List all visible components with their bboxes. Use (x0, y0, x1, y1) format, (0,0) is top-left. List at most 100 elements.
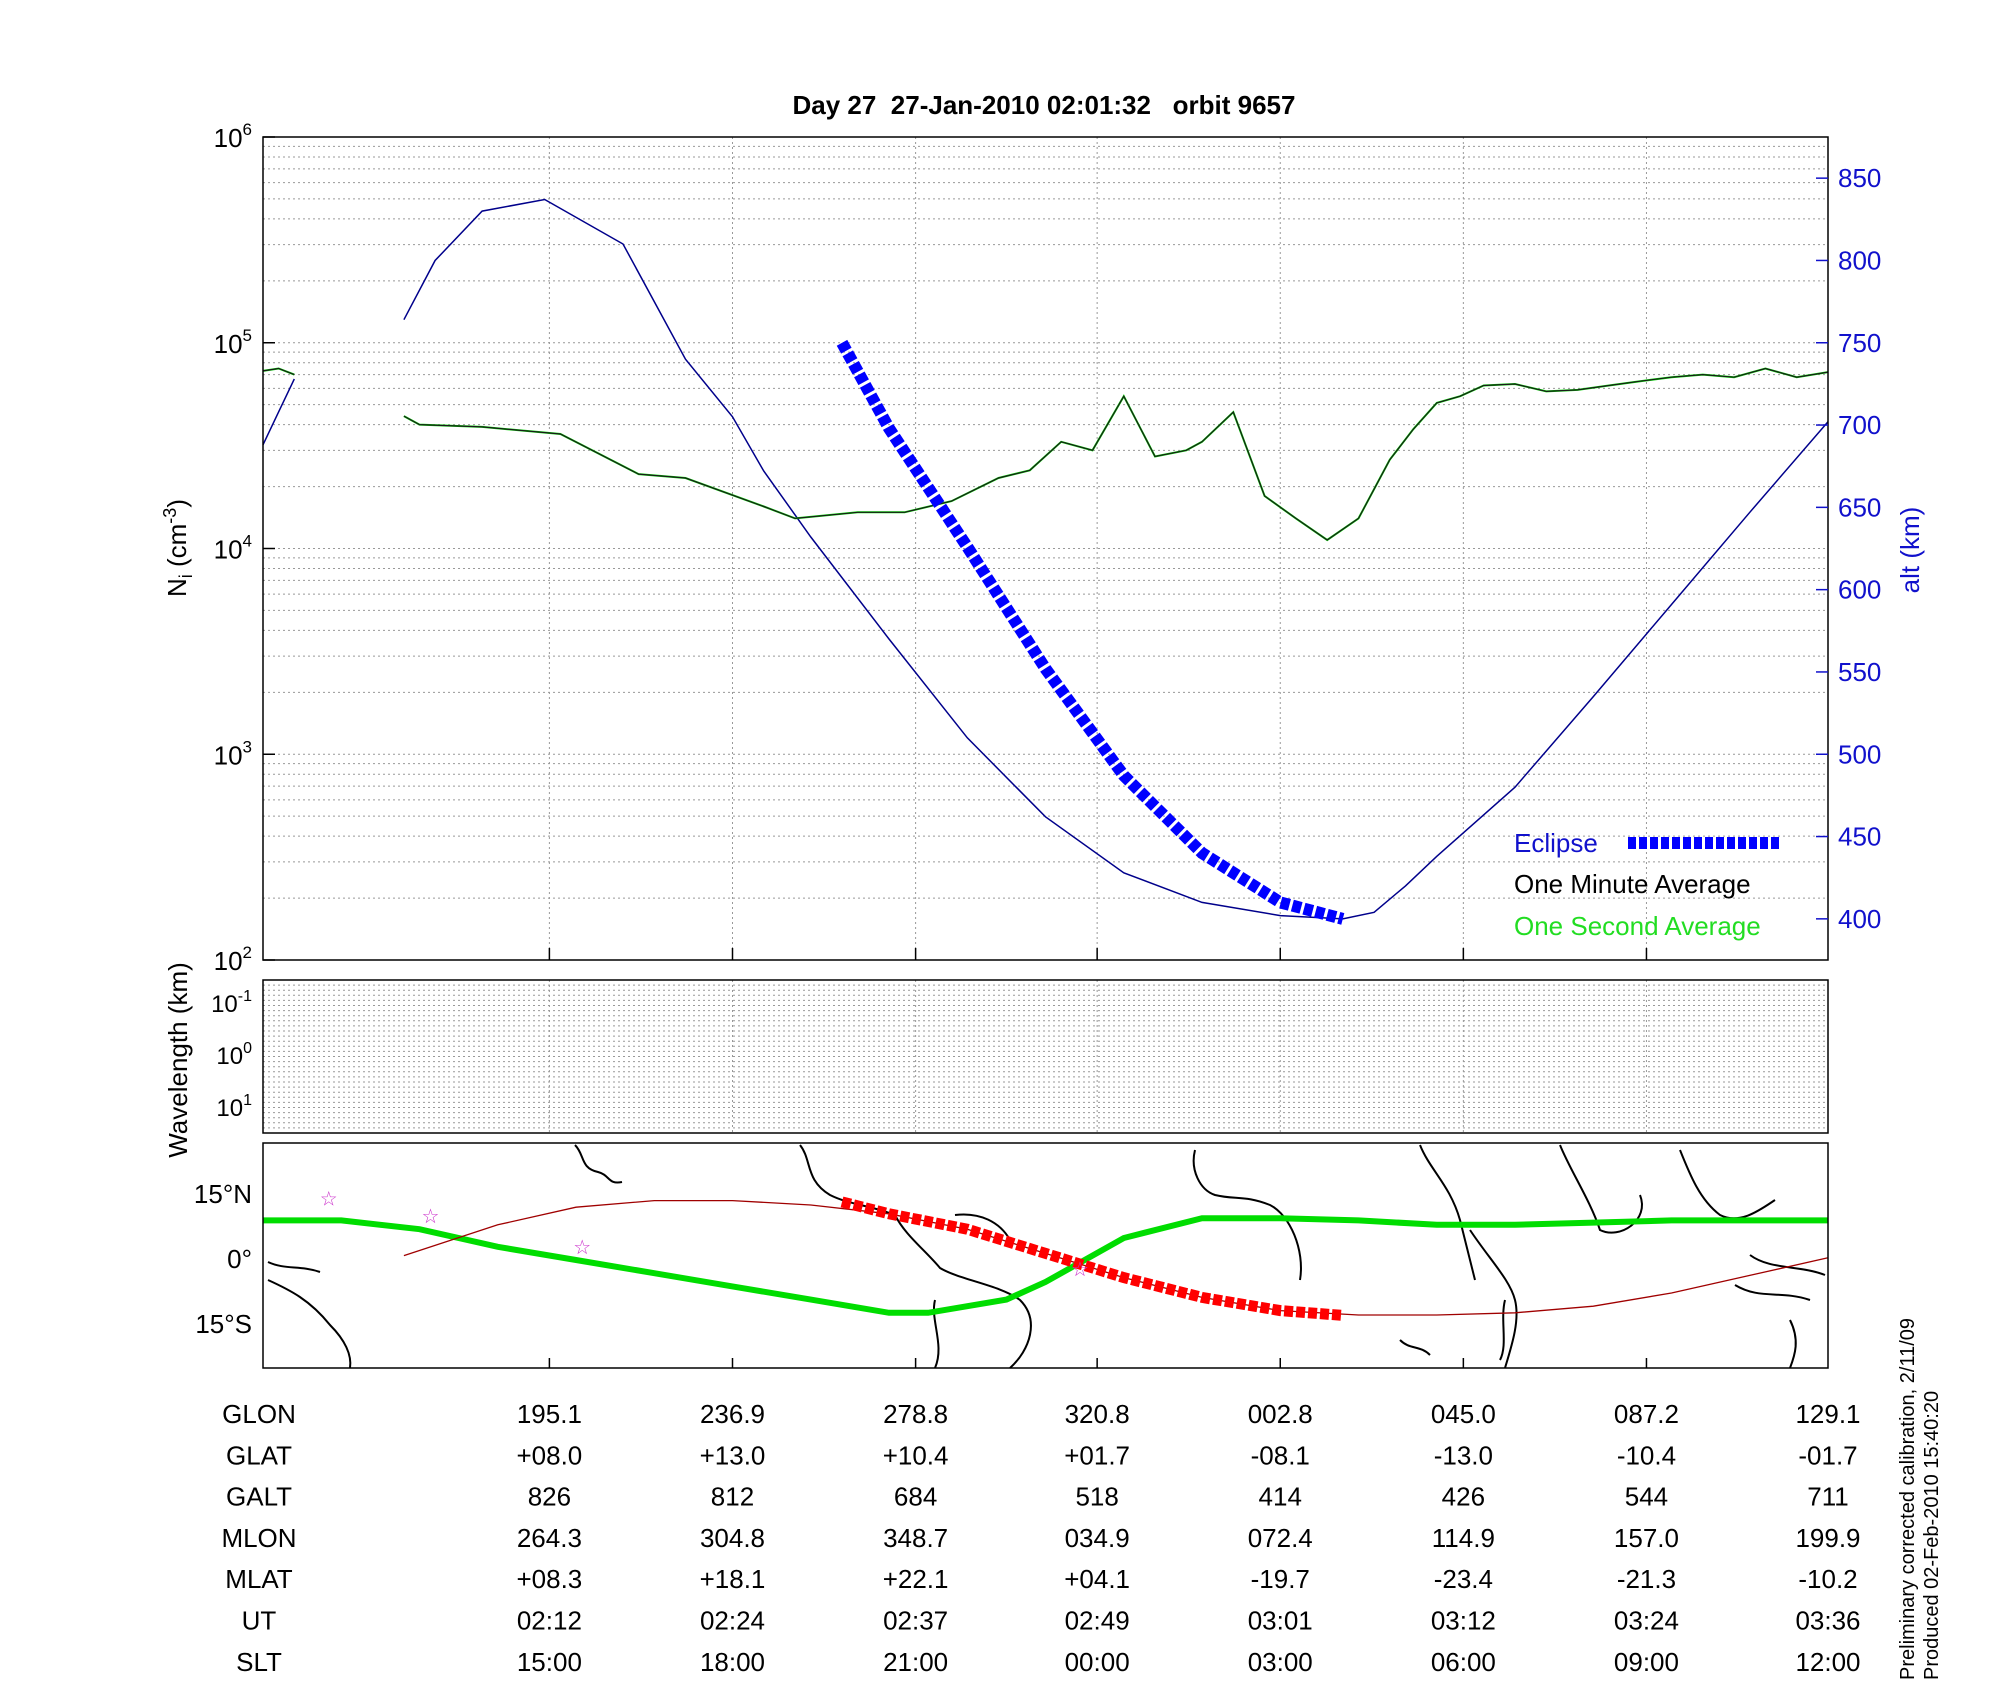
star-marker: ☆ (573, 1237, 591, 1259)
y2-tick-label: 400 (1838, 904, 1881, 934)
table-cell: +04.1 (1064, 1564, 1130, 1594)
y2-tick-label: 700 (1838, 410, 1881, 440)
table-cell: -01.7 (1798, 1440, 1857, 1470)
coastline-map (267, 1144, 1826, 1369)
table-cell: 304.8 (700, 1523, 765, 1553)
satellite-track-line (403, 1199, 1829, 1316)
table-cell: 00:00 (1065, 1647, 1130, 1677)
table-cell: +22.1 (883, 1564, 949, 1594)
table-cell: 02:24 (700, 1606, 765, 1636)
table-cell: 09:00 (1614, 1647, 1679, 1677)
table-cell: -13.0 (1434, 1440, 1493, 1470)
satellite-eclipse-line (840, 1196, 1344, 1321)
table-row-label: UT (242, 1606, 277, 1636)
legend-eclipse: Eclipse (1514, 828, 1598, 858)
table-cell: -08.1 (1251, 1440, 1310, 1470)
table-cell: 544 (1625, 1482, 1668, 1512)
table-cell: 06:00 (1431, 1647, 1496, 1677)
table-cell: 426 (1442, 1482, 1485, 1512)
density-y-label: Ni (cm-3) (160, 499, 196, 597)
produced-note: Produced 02-Feb-2010 15:40:20 (1921, 1391, 1943, 1680)
y-tick-label: 105 (214, 326, 252, 359)
y-tick-label: 106 (214, 120, 252, 153)
map-series: ☆ ☆ ☆ ☆ (263, 1188, 1829, 1368)
y2-tick-label: 450 (1838, 822, 1881, 852)
second-average-line-start (262, 367, 295, 376)
y-tick-label: 103 (214, 737, 252, 770)
table-cell: +08.0 (516, 1440, 582, 1470)
table-row-label: GALT (226, 1482, 292, 1512)
table-row-label: GLON (222, 1399, 296, 1429)
table-cell: -23.4 (1434, 1564, 1493, 1594)
table-cell: 278.8 (883, 1399, 948, 1429)
minute-average-line (403, 367, 1829, 541)
wavelength-tick-label: 100 (216, 1040, 252, 1070)
table-cell: 02:49 (1065, 1606, 1130, 1636)
wavelength-panel: 10-1 100 101 Wavelength (km) (163, 962, 1829, 1158)
legend-second-average: One Second Average (1514, 911, 1761, 941)
map-lat-label-south: 15°S (195, 1309, 252, 1339)
star-marker: ☆ (320, 1188, 338, 1210)
second-average-line (403, 367, 1829, 542)
table-cell: 02:12 (517, 1606, 582, 1636)
table-cell: 518 (1075, 1482, 1118, 1512)
table-cell: 236.9 (700, 1399, 765, 1429)
y2-tick-label: 650 (1838, 492, 1881, 522)
map-lat-label-north: 15°N (194, 1179, 252, 1209)
table-row-label: GLAT (226, 1440, 292, 1470)
table-cell: 129.1 (1795, 1399, 1860, 1429)
density-y-ticks: 102 103 104 105 106 (214, 120, 275, 976)
table-cell: 826 (528, 1482, 571, 1512)
map-frame (262, 1142, 1829, 1369)
density-grid (263, 137, 1828, 960)
table-cell: +01.7 (1064, 1440, 1130, 1470)
table-cell: 072.4 (1248, 1523, 1313, 1553)
orbit-parameter-table: GLON 195.1 236.9 278.8 320.8 002.8 045.0 087.2 1… (221, 1399, 1860, 1677)
legend-minute-average: One Minute Average (1514, 869, 1751, 899)
table-cell: 21:00 (883, 1647, 948, 1677)
table-cell: 711 (1807, 1482, 1848, 1512)
table-cell: 414 (1259, 1482, 1302, 1512)
density-panel: 102 103 104 105 106 400 450 500 550 600 650 700 750… (160, 120, 1925, 976)
density-series (262, 198, 1829, 925)
table-cell: 03:36 (1795, 1606, 1860, 1636)
map-lat-label-equator: 0° (227, 1244, 252, 1274)
figure-title: Day 27 27-Jan-2010 02:01:32 orbit 9657 (793, 90, 1296, 120)
eclipse-line (836, 339, 1345, 925)
table-cell: 03:00 (1248, 1647, 1313, 1677)
table-cell: 034.9 (1065, 1523, 1130, 1553)
calibration-note: Preliminary corrected calibration, 2/11/… (1897, 1318, 1919, 1680)
altitude-y-label: alt (km) (1895, 507, 1925, 594)
table-cell: +08.3 (516, 1564, 582, 1594)
table-cell: 348.7 (883, 1523, 948, 1553)
table-cell: 03:24 (1614, 1606, 1679, 1636)
table-row-label: SLT (236, 1647, 282, 1677)
star-marker: ☆ (421, 1206, 439, 1228)
altitude-line (403, 198, 1829, 920)
altitude-line-start (262, 378, 295, 446)
table-cell: -19.7 (1251, 1564, 1310, 1594)
table-cell: 045.0 (1431, 1399, 1496, 1429)
table-cell: +13.0 (700, 1440, 766, 1470)
y2-tick-label: 800 (1838, 245, 1881, 275)
table-cell: 03:01 (1248, 1606, 1313, 1636)
table-row-label: MLAT (225, 1564, 293, 1594)
altitude-y-ticks: 400 450 500 550 600 650 700 750 800 850 (1816, 163, 1881, 934)
table-cell: -10.4 (1617, 1440, 1676, 1470)
table-cell: 002.8 (1248, 1399, 1313, 1429)
table-cell: 114.9 (1432, 1523, 1495, 1553)
y2-tick-label: 600 (1838, 575, 1881, 605)
table-cell: 320.8 (1065, 1399, 1130, 1429)
table-cell: 12:00 (1795, 1647, 1860, 1677)
table-cell: +18.1 (700, 1564, 766, 1594)
table-cell: -21.3 (1617, 1564, 1676, 1594)
y-tick-label: 102 (214, 943, 252, 976)
table-cell: 195.1 (517, 1399, 582, 1429)
y2-tick-label: 500 (1838, 739, 1881, 769)
table-cell: 264.3 (517, 1523, 582, 1553)
table-cell: 087.2 (1614, 1399, 1679, 1429)
wavelength-grid (263, 980, 1828, 1133)
table-row-label: MLON (221, 1523, 296, 1553)
wavelength-y-label: Wavelength (km) (163, 962, 193, 1158)
